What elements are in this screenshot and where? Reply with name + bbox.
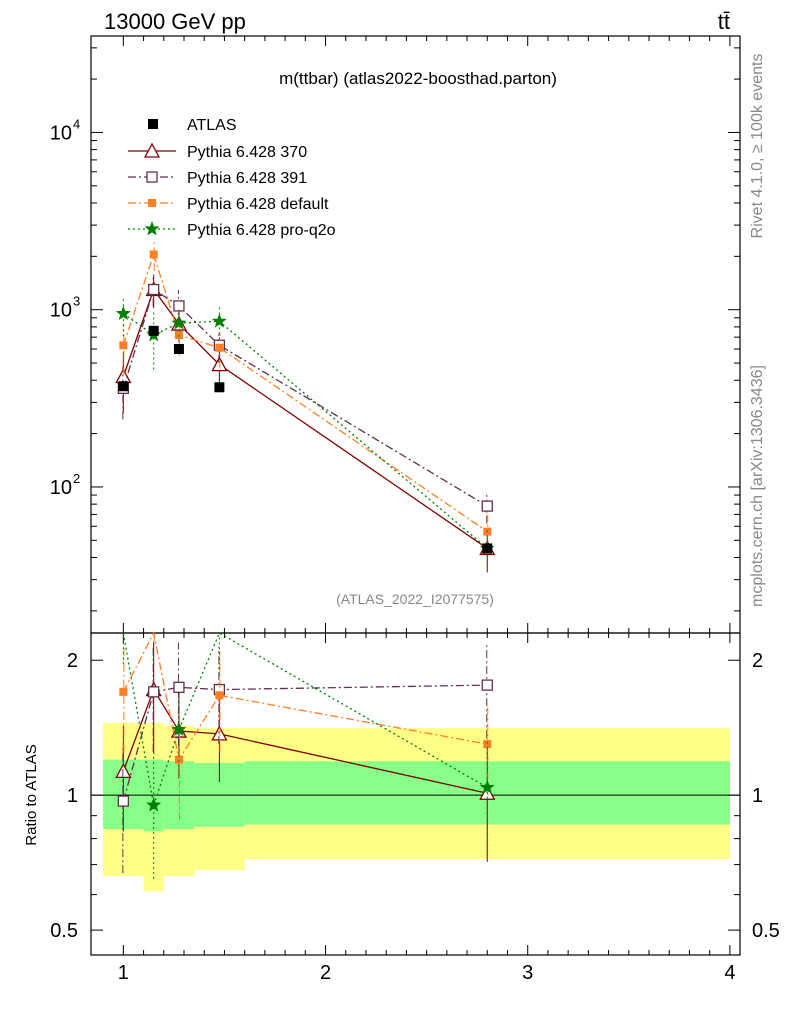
ratio-y-tick-label-right: 0.5 bbox=[752, 920, 780, 942]
data-point-atlas bbox=[214, 382, 225, 393]
ratio-point-pythia-6-428-391 bbox=[117, 795, 129, 807]
ratio-y-tick-label-right: 1 bbox=[752, 785, 763, 807]
x-tick-label: 3 bbox=[522, 962, 533, 984]
ratio-line-pythia-6-428-pro-q2o bbox=[122, 632, 488, 806]
ratio-point-pythia-6-428-391 bbox=[173, 681, 185, 693]
ratio-point-pythia-6-428-default bbox=[119, 687, 128, 696]
ratio-plot-frame bbox=[90, 632, 741, 956]
legend-marker-pythia-6-428-391 bbox=[146, 171, 158, 183]
point-pythia-6-428-391 bbox=[173, 300, 185, 312]
y-tick-exponent: 2 bbox=[73, 471, 80, 486]
y-tick-label: 10 bbox=[50, 300, 72, 322]
ratio-series bbox=[115, 631, 496, 880]
x-tick-label: 2 bbox=[320, 962, 331, 984]
ratio-point-pythia-6-428-391 bbox=[481, 679, 493, 691]
point-pythia-6-428-391 bbox=[481, 500, 493, 512]
legend-marker-atlas bbox=[148, 119, 158, 129]
ratio-point-pythia-6-428-pro-q2o bbox=[171, 721, 187, 736]
y-tick-label: 10 bbox=[50, 122, 72, 144]
legend-label-pythia-6-428-default: Pythia 6.428 default bbox=[187, 196, 329, 213]
y-tick-exponent: 3 bbox=[73, 294, 80, 309]
y-tick-label: 10 bbox=[50, 477, 72, 499]
ratio-axis-label: Ratio to ATLAS bbox=[23, 744, 40, 845]
source-label: mcplots.cern.ch [arXiv:1306.3436] bbox=[749, 365, 766, 607]
ratio-point-pythia-6-428-pro-q2o bbox=[146, 797, 162, 812]
point-pythia-6-428-pro-q2o bbox=[171, 315, 187, 330]
x-tick-label: 4 bbox=[724, 962, 735, 984]
point-pythia-6-428-default bbox=[119, 341, 128, 350]
analysis-watermark: (ATLAS_2022_I2077575) bbox=[336, 591, 494, 607]
ratio-point-pythia-6-428-default bbox=[215, 691, 224, 700]
legend: ATLAS Pythia 6.428 370 Pythia 6.428 391 Pyt… bbox=[128, 117, 336, 239]
ratio-point-pythia-6-428-pro-q2o bbox=[479, 779, 495, 794]
legend-label-pythia-6-428-391: Pythia 6.428 391 bbox=[187, 170, 307, 187]
data-point-atlas bbox=[118, 381, 129, 392]
legend-label-pythia-6-428-pro-q2o: Pythia 6.428 pro-q2o bbox=[187, 222, 336, 239]
legend-label-pythia-6-428-370: Pythia 6.428 370 bbox=[187, 144, 307, 161]
rivet-version-label: Rivet 4.1.0, ≥ 100k events bbox=[749, 54, 766, 239]
ratio-y-tick-label: 2 bbox=[67, 650, 78, 672]
process-label: 13000 GeV pp bbox=[104, 9, 246, 34]
ratio-point-pythia-6-428-391 bbox=[148, 686, 160, 698]
data-point-atlas bbox=[482, 543, 493, 554]
ratio-uncertainty-bands bbox=[91, 722, 740, 892]
ratio-y-tick-label: 1 bbox=[67, 785, 78, 807]
point-pythia-6-428-default bbox=[215, 343, 224, 352]
series-line-pythia-6-428-default bbox=[122, 252, 488, 533]
legend-marker-pythia-6-428-pro-q2o bbox=[144, 221, 160, 236]
final-state-label: tt̄ bbox=[718, 9, 730, 34]
x-tick-label: 1 bbox=[118, 962, 129, 984]
ratio-y-tick-label: 0.5 bbox=[50, 920, 78, 942]
ratio-point-pythia-6-428-default bbox=[483, 740, 492, 749]
legend-label-atlas: ATLAS bbox=[187, 117, 237, 134]
legend-marker-pythia-6-428-default bbox=[148, 199, 156, 207]
y-tick-exponent: 4 bbox=[73, 116, 80, 131]
data-point-atlas bbox=[173, 344, 184, 355]
legend-marker-pythia-6-428-370 bbox=[143, 142, 161, 158]
point-pythia-6-428-default bbox=[149, 250, 158, 259]
ratio-y-tick-label-right: 2 bbox=[752, 650, 763, 672]
point-pythia-6-428-pro-q2o bbox=[211, 313, 227, 328]
data-point-atlas bbox=[148, 325, 159, 336]
point-pythia-6-428-391 bbox=[148, 283, 160, 296]
chart-title: m(ttbar) (atlas2022-boosthad.parton) bbox=[279, 69, 557, 88]
point-pythia-6-428-pro-q2o bbox=[115, 305, 131, 320]
main-series bbox=[115, 240, 496, 573]
